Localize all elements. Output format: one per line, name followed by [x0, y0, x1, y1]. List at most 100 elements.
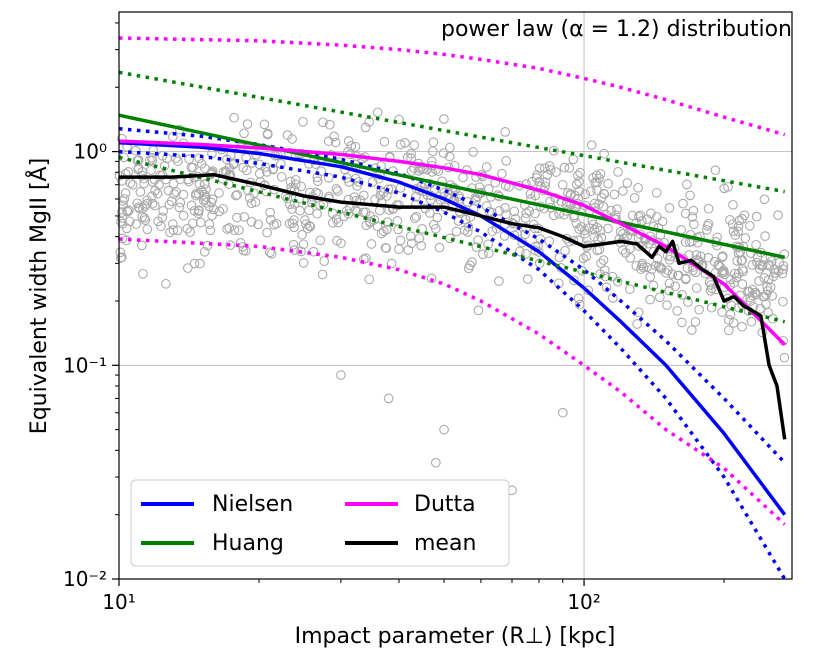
scatter-point — [636, 264, 646, 275]
scatter-point — [617, 186, 628, 196]
scatter-point — [235, 238, 246, 248]
scatter-point — [434, 242, 445, 253]
scatter-point — [500, 127, 511, 137]
scatter-point — [185, 227, 196, 237]
y-tick-label-0: 10⁻² — [63, 567, 107, 591]
scatter-point — [374, 205, 385, 216]
scatter-point — [664, 203, 675, 213]
scatter-point — [382, 224, 392, 235]
scatter-point — [765, 282, 776, 293]
scatter-point — [685, 190, 695, 201]
scatter-point — [438, 148, 449, 159]
scatter-point — [535, 234, 546, 244]
scatter-point — [777, 268, 788, 279]
scatter-point — [254, 168, 265, 179]
scatter-point — [706, 280, 716, 290]
legend-box — [130, 479, 510, 567]
legend-item-dutta: Dutta — [345, 492, 476, 517]
scatter-point — [733, 268, 744, 279]
scatter-point — [116, 253, 126, 263]
scatter-point — [586, 140, 597, 150]
scatter-point — [117, 213, 127, 223]
scatter-point — [239, 212, 250, 222]
scatter-point — [664, 278, 675, 289]
scatter-point — [400, 138, 410, 148]
scatter-point — [426, 273, 437, 284]
scatter-point — [575, 167, 585, 178]
scatter-point — [206, 167, 217, 178]
scatter-point — [147, 153, 157, 163]
scatter-point — [622, 178, 633, 188]
scatter-point — [164, 199, 175, 210]
scatter-point — [319, 256, 330, 266]
scatter-point — [598, 255, 609, 265]
scatter-point — [316, 166, 327, 177]
scatter-point — [463, 263, 474, 274]
scatter-point — [751, 239, 761, 250]
series-dutta-lower-line — [118, 237, 786, 526]
scatter-point — [501, 209, 511, 220]
scatter-point — [467, 257, 477, 267]
scatter-point — [728, 199, 738, 210]
scatter-point — [531, 173, 542, 183]
scatter-point — [207, 210, 217, 221]
scatter-point — [706, 302, 717, 313]
scatter-point — [737, 321, 747, 332]
scatter-point — [298, 258, 309, 268]
scatter-point — [545, 165, 556, 175]
scatter-point — [629, 193, 640, 203]
scatter-point — [494, 276, 504, 286]
scatter-outlier-3 — [557, 407, 568, 418]
scatter-point — [752, 257, 762, 268]
scatter-point — [265, 207, 276, 218]
scatter-point — [548, 145, 559, 156]
scatter-point — [134, 203, 145, 214]
scatter-point — [656, 264, 667, 274]
scatter-point — [147, 191, 157, 201]
scatter-point — [287, 204, 297, 214]
scatter-point — [759, 273, 770, 283]
scatter-point — [276, 171, 287, 182]
scatter-point — [564, 163, 575, 173]
scatter-point — [662, 300, 672, 310]
scatter-point — [284, 218, 295, 229]
scatter-point — [249, 188, 259, 199]
scatter-point — [182, 263, 193, 273]
scatter-point — [376, 186, 387, 197]
scatter-point — [763, 274, 774, 285]
scatter-point — [395, 139, 406, 150]
scatter-point — [122, 206, 133, 217]
scatter-point — [569, 275, 579, 286]
scatter-point — [763, 259, 774, 270]
legend-item-nielsen: Nielsen — [141, 492, 293, 517]
scatter-point — [723, 181, 733, 192]
scatter-point — [650, 260, 661, 271]
scatter-point — [534, 163, 545, 174]
scatter-point — [678, 198, 688, 209]
scatter-point — [521, 248, 531, 259]
scatter-point — [232, 212, 242, 223]
scatter-layer — [114, 107, 790, 496]
scatter-point — [131, 219, 142, 229]
scatter-point — [592, 185, 602, 196]
scatter-point — [705, 285, 716, 296]
scatter-point — [760, 231, 770, 241]
scatter-point — [691, 250, 702, 260]
scatter-point — [603, 223, 613, 234]
scatter-point — [667, 269, 678, 279]
scatter-point — [194, 206, 204, 216]
scatter-point — [627, 210, 638, 221]
scatter-point — [702, 224, 712, 235]
scatter-point — [120, 188, 131, 198]
scatter-point — [544, 161, 555, 171]
scatter-point — [394, 114, 404, 125]
legend-label-mean: mean — [414, 531, 476, 556]
scatter-point — [596, 258, 606, 269]
scatter-point — [302, 223, 313, 234]
scatter-point — [773, 210, 783, 220]
scatter-point — [717, 268, 727, 278]
scatter-point — [169, 189, 180, 199]
scatter-point — [451, 226, 462, 237]
scatter-point — [172, 225, 183, 236]
scatter-point — [757, 261, 768, 271]
